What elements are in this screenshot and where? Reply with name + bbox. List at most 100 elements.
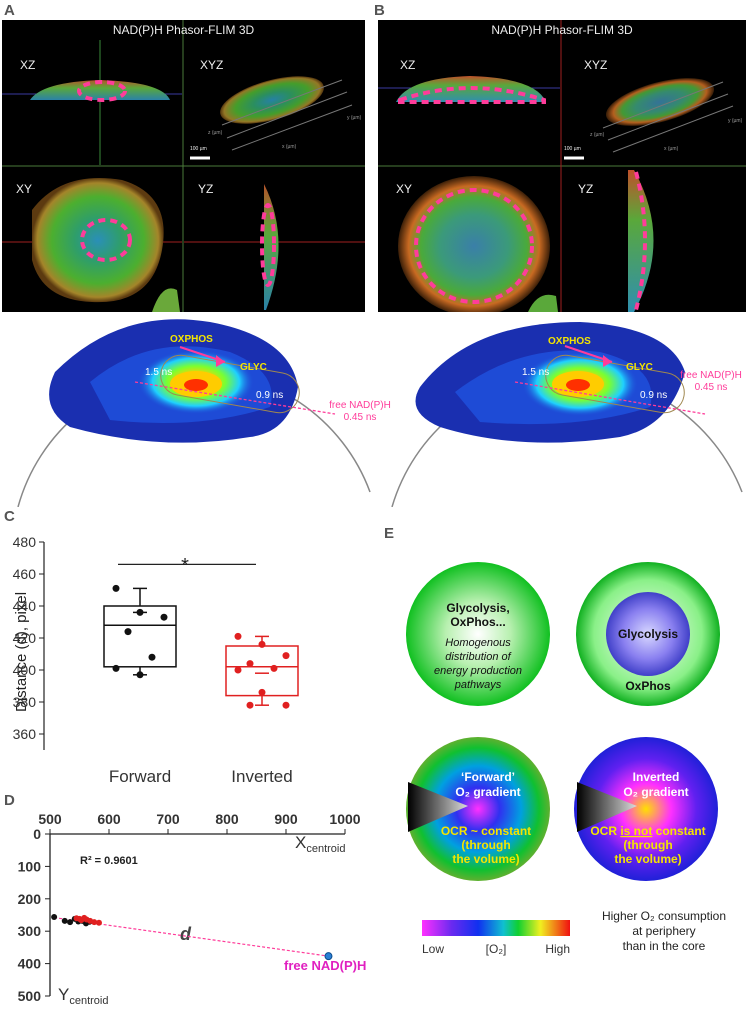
c-point-0-5	[112, 664, 120, 672]
axis-label-x-b: x (µm)	[664, 146, 679, 152]
d-xtick-label-4: 900	[274, 811, 298, 827]
chart-d: R² = 0.9601 d free NAD(P)H Xcentroid Yce…	[18, 811, 367, 1007]
d-free-label: free NAD(P)H	[284, 958, 366, 973]
phasor-glyc-b: GLYC	[626, 362, 653, 373]
axis-label-z-b: z (µm)	[590, 132, 605, 138]
s1-italic-1: distribution of	[445, 651, 511, 663]
phasor-t2-b: 0.9 ns	[640, 390, 668, 401]
phasor-t1-b: 1.5 ns	[522, 367, 550, 378]
sphere-inverted-gradient	[574, 737, 718, 881]
panel-label-a: A	[4, 2, 15, 19]
view-label-xz-a: XZ	[20, 58, 36, 72]
d-xtick-label-1: 600	[97, 811, 121, 827]
c-point-1-5	[234, 666, 242, 674]
d-ytick-label-5: 500	[18, 988, 42, 1004]
d-d-label: d	[180, 924, 192, 944]
s2-ring: OxPhos	[625, 679, 671, 693]
cone-inverted	[577, 782, 637, 832]
microscopy-image-b	[378, 20, 746, 312]
microscopy-image-a	[2, 20, 365, 312]
s3-title2: O₂ gradient	[455, 785, 520, 799]
c-ytick-label-3: 420	[13, 630, 37, 646]
d-ytick-label-1: 100	[18, 858, 42, 874]
c-point-1-7	[282, 701, 290, 709]
sphere-forward-gradient	[406, 737, 550, 881]
d-point-0-2	[67, 919, 74, 926]
phasor-plot-a	[17, 319, 371, 507]
c-point-1-1	[258, 640, 266, 648]
c-ytick-label-1: 380	[13, 694, 37, 710]
d-xtick-label-2: 700	[156, 811, 180, 827]
phasor-plots	[17, 319, 743, 507]
s1-italic-0: Homogenous	[445, 637, 511, 649]
view-label-xy-b: XY	[396, 182, 413, 196]
c-ytick-label-2: 400	[13, 662, 37, 678]
legend-mid: [O₂]	[486, 942, 507, 956]
s4-ocr-rest-1: the volume)	[614, 852, 681, 866]
c-significance: *	[181, 555, 189, 577]
phasor-glyc-a: GLYC	[240, 362, 267, 373]
d-ytick-label-3: 300	[18, 923, 42, 939]
legend-high: High	[545, 942, 570, 956]
sphere-homogenous	[406, 562, 550, 706]
view-label-xyz-b: XYZ	[584, 58, 608, 72]
panel-e: Glycolysis, OxPhos... Homogenous distrib…	[406, 562, 726, 956]
s3-title1: ‘Forward’	[461, 770, 515, 784]
c-point-1-6	[258, 688, 266, 696]
phasor-free-a: free NAD(P)H 0.45 ns	[329, 400, 391, 423]
o2-legend-bar	[422, 920, 570, 936]
s3-ocr-0: OCR ~ constant	[441, 824, 531, 838]
d-ylabel: Ycentroid	[58, 985, 108, 1007]
cone-forward	[408, 782, 468, 832]
c-ytick-label-4: 440	[13, 598, 37, 614]
s4-title1: Inverted	[633, 770, 680, 784]
d-xlabel: Xcentroid	[295, 833, 345, 855]
d-r2: R² = 0.9601	[80, 855, 138, 867]
sphere-core	[606, 592, 690, 676]
phasor-oxphos-a: OXPHOS	[170, 334, 213, 345]
panel-label-c: C	[4, 508, 15, 525]
phasor-t1-a: 1.5 ns	[145, 367, 173, 378]
note-1: at periphery	[632, 924, 695, 938]
d-ytick-label-0: 0	[33, 826, 41, 842]
note-2: than in the core	[623, 939, 706, 953]
s1-line2: OxPhos...	[450, 615, 505, 629]
s3-ocr-2: the volume)	[452, 852, 519, 866]
axis-label-y-b: y (µm)	[728, 118, 743, 124]
view-label-xyz-a: XYZ	[200, 58, 224, 72]
view-label-yz-a: YZ	[198, 182, 214, 196]
panel-label-d: D	[4, 792, 15, 809]
c-category-0: Forward	[109, 767, 171, 786]
s3-ocr-1: (through	[461, 838, 510, 852]
d-point-0-1	[61, 917, 68, 924]
note-0: Higher O₂ consumption	[602, 909, 726, 923]
panel-label-b: B	[374, 2, 385, 19]
panel-label-e: E	[384, 525, 395, 542]
c-point-0-3	[124, 628, 132, 636]
d-point-1-7	[95, 919, 102, 926]
d-xtick-label-0: 500	[38, 811, 62, 827]
view-label-xz-b: XZ	[400, 58, 416, 72]
c-point-1-8	[246, 701, 254, 709]
s1-italic-2: energy production	[434, 665, 522, 677]
c-point-0-6	[136, 671, 144, 679]
microscopy-title-a: NAD(P)H Phasor-FLIM 3D	[112, 23, 255, 37]
s4-ocr-rest-0: (through	[623, 838, 672, 852]
phasor-oxphos-b: OXPHOS	[548, 336, 591, 347]
c-point-1-0	[234, 632, 242, 640]
d-xtick-label-3: 800	[215, 811, 239, 827]
s1-italic-3: pathways	[454, 679, 502, 691]
c-point-0-4	[148, 653, 156, 661]
microscopy-panel-a: NAD(P)H Phasor-FLIM 3D XZ XYZ XY YZ 100 …	[2, 20, 365, 312]
axis-label-y-a: y (µm)	[347, 115, 362, 121]
s2-core: Glycolysis	[618, 627, 678, 641]
microscopy-panel-b: NAD(P)H Phasor-FLIM 3D XZ XYZ XY YZ 100 …	[378, 20, 746, 312]
c-ytick-label-5: 460	[13, 566, 37, 582]
d-ytick-label-2: 200	[18, 891, 42, 907]
c-ytick-label-0: 360	[13, 726, 37, 742]
c-box-0	[103, 605, 177, 668]
phasor-free-b: free NAD(P)H 0.45 ns	[680, 370, 742, 393]
c-ylabel: Distance (d), pixel	[13, 592, 30, 712]
d-xtick-label-5: 1000	[329, 811, 360, 827]
c-ytick-label-6: 480	[13, 534, 37, 550]
